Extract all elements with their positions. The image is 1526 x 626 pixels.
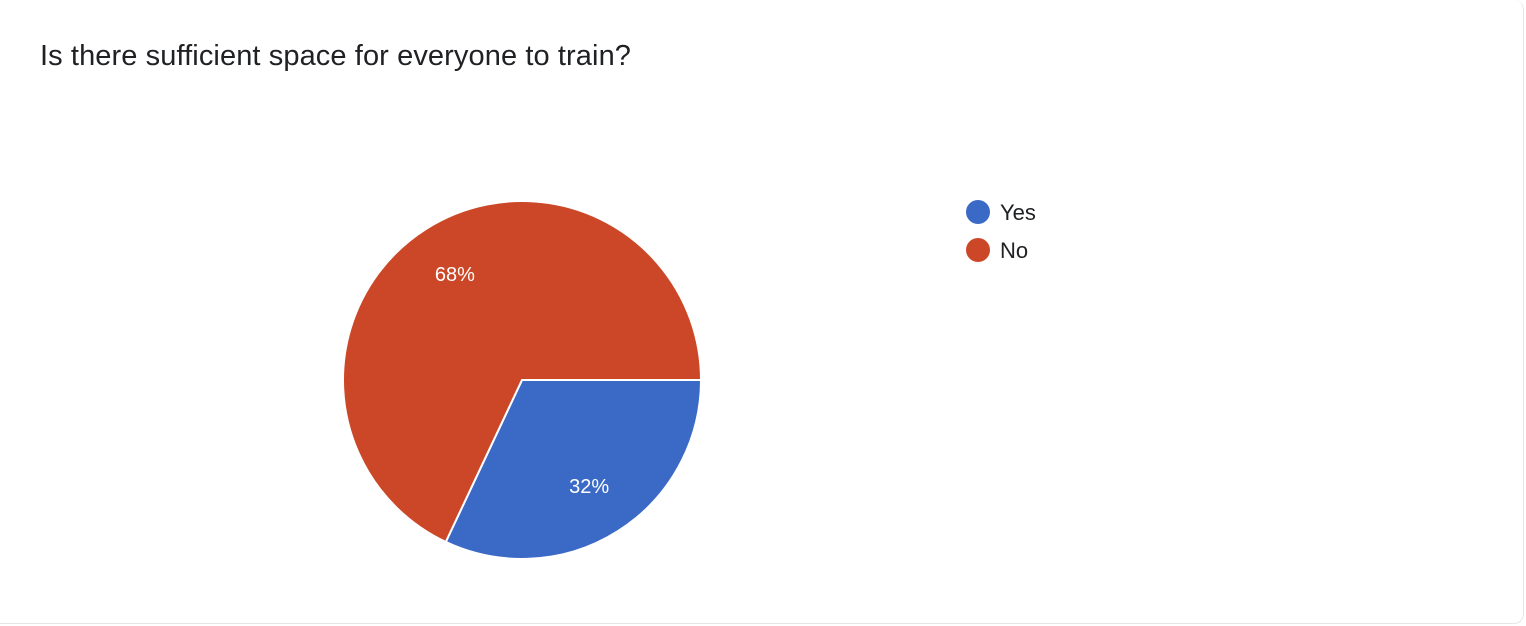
legend-item-yes[interactable]: Yes bbox=[966, 200, 1036, 225]
legend-label: Yes bbox=[1000, 200, 1036, 225]
data-label-yes: 32% bbox=[569, 476, 609, 498]
legend-label: No bbox=[1000, 238, 1028, 263]
legend-item-no[interactable]: No bbox=[966, 238, 1028, 263]
legend-swatch bbox=[966, 238, 990, 262]
legend-swatch bbox=[966, 200, 990, 224]
chart-title: Is there sufficient space for everyone t… bbox=[40, 40, 632, 72]
data-label-no: 68% bbox=[435, 264, 475, 286]
pie-slice-yes[interactable] bbox=[444, 379, 703, 560]
pie-slice-no[interactable] bbox=[342, 200, 703, 544]
